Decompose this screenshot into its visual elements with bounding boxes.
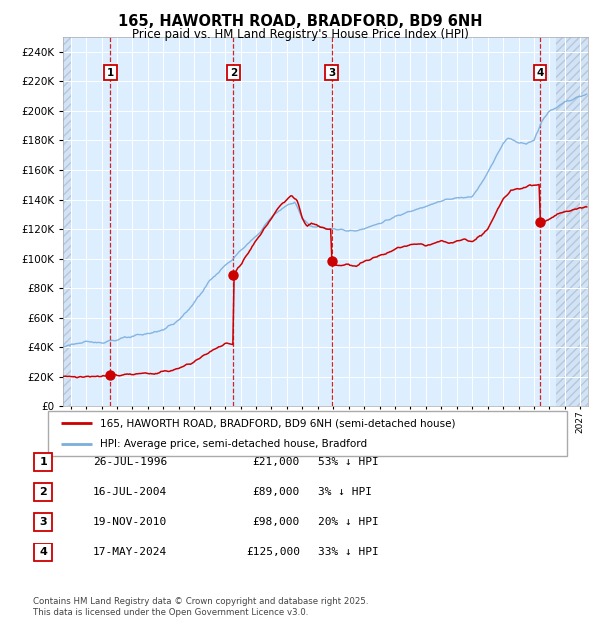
Text: 3% ↓ HPI: 3% ↓ HPI [318,487,372,497]
Text: Price paid vs. HM Land Registry's House Price Index (HPI): Price paid vs. HM Land Registry's House … [131,28,469,41]
Text: HPI: Average price, semi-detached house, Bradford: HPI: Average price, semi-detached house,… [100,438,367,449]
Text: £98,000: £98,000 [253,517,300,527]
Text: 20% ↓ HPI: 20% ↓ HPI [318,517,379,527]
Text: 165, HAWORTH ROAD, BRADFORD, BD9 6NH: 165, HAWORTH ROAD, BRADFORD, BD9 6NH [118,14,482,29]
Text: 165, HAWORTH ROAD, BRADFORD, BD9 6NH (semi-detached house): 165, HAWORTH ROAD, BRADFORD, BD9 6NH (se… [100,418,455,428]
Text: £89,000: £89,000 [253,487,300,497]
Bar [63,37,71,406]
Text: 4: 4 [39,547,47,557]
Bar [556,37,588,406]
Text: 16-JUL-2004: 16-JUL-2004 [93,487,167,497]
Text: 33% ↓ HPI: 33% ↓ HPI [318,547,379,557]
Text: 4: 4 [536,68,544,78]
Text: 2: 2 [230,68,237,78]
Text: £21,000: £21,000 [253,457,300,467]
Text: Contains HM Land Registry data © Crown copyright and database right 2025.
This d: Contains HM Land Registry data © Crown c… [33,598,368,617]
Text: 53% ↓ HPI: 53% ↓ HPI [318,457,379,467]
Text: £125,000: £125,000 [246,547,300,557]
Text: 3: 3 [40,517,47,527]
Text: 1: 1 [107,68,114,78]
Text: 17-MAY-2024: 17-MAY-2024 [93,547,167,557]
Text: 3: 3 [328,68,335,78]
Text: 19-NOV-2010: 19-NOV-2010 [93,517,167,527]
Text: 1: 1 [40,457,47,467]
Text: 26-JUL-1996: 26-JUL-1996 [93,457,167,467]
Text: 2: 2 [40,487,47,497]
